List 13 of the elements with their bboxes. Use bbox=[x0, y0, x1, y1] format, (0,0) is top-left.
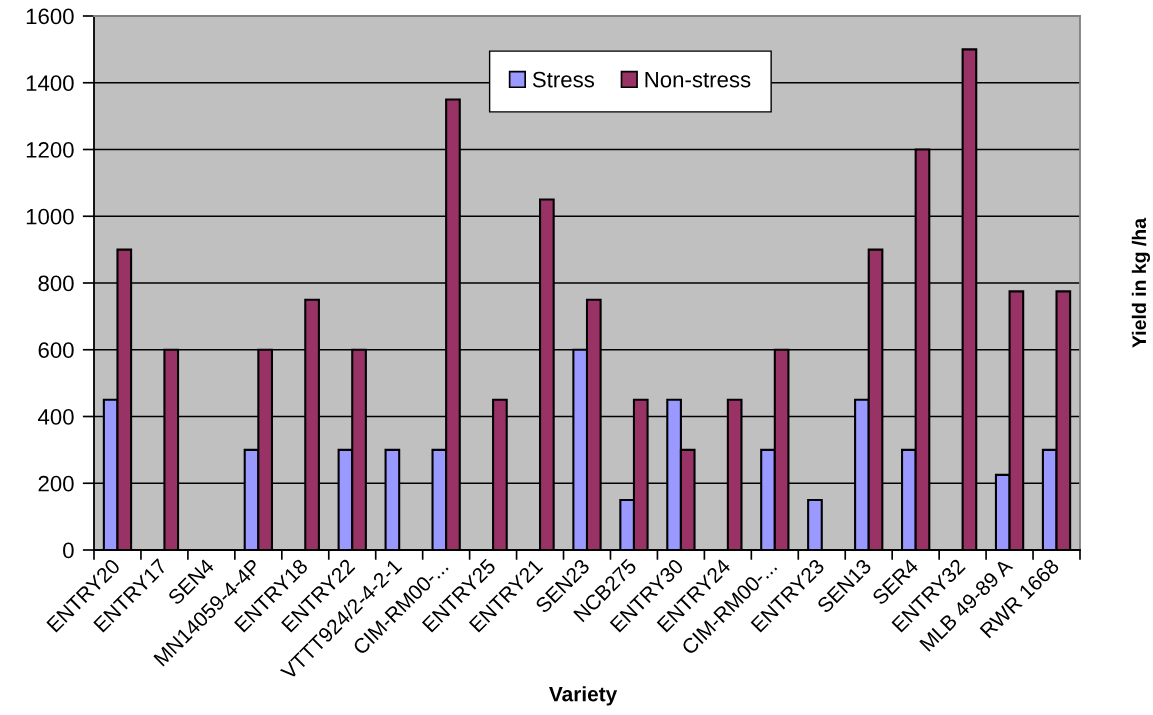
y-axis-title: Yield in kg /ha bbox=[1131, 217, 1151, 348]
y-tick-label: 200 bbox=[38, 475, 74, 492]
y-tick-label: 1200 bbox=[26, 142, 74, 158]
legend-label: Non-stress bbox=[645, 71, 751, 88]
y-tick-label: 400 bbox=[37, 409, 74, 425]
legend-label: Stress bbox=[532, 71, 595, 88]
y-tick-label: 1000 bbox=[26, 208, 74, 225]
y-tick-label: 800 bbox=[38, 275, 74, 292]
y-tick-label: 600 bbox=[38, 342, 74, 359]
x-axis-title: Variety bbox=[549, 686, 618, 706]
y-tick-label: 0 bbox=[63, 542, 74, 559]
y-tick-label: 1400 bbox=[26, 75, 74, 92]
y-tick-label: 1600 bbox=[26, 8, 74, 25]
